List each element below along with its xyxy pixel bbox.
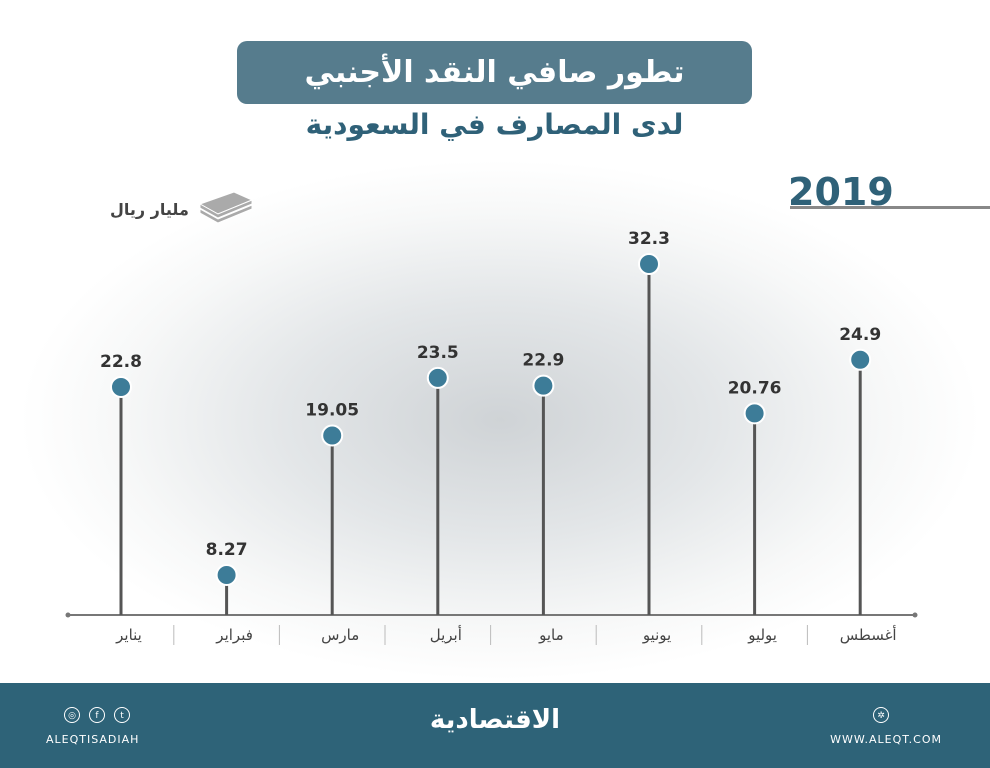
- axis-end-dot: [912, 612, 918, 618]
- data-label: 32.3: [628, 229, 670, 249]
- logo: الاقتصادية: [429, 705, 561, 735]
- x-tick-label: يونيو: [642, 626, 671, 644]
- data-label: 20.76: [728, 378, 782, 398]
- twitter-icon[interactable]: t: [114, 707, 130, 723]
- data-point: [532, 374, 555, 397]
- data-label: 24.9: [839, 325, 881, 345]
- social-handle[interactable]: ALEQTISADIAH: [46, 733, 140, 746]
- facebook-icon[interactable]: f: [89, 707, 105, 723]
- data-point: [426, 366, 449, 389]
- year-underline: [790, 206, 990, 209]
- chart-subtitle: لدى المصارف في السعودية: [305, 108, 684, 141]
- chart-title: تطور صافي النقد الأجنبي: [237, 41, 752, 104]
- website-link[interactable]: WWW.ALEQT.COM: [830, 733, 942, 746]
- x-tick-label: مايو: [538, 626, 564, 644]
- axis-end-dot: [65, 612, 71, 618]
- x-tick-label: أغسطس: [840, 625, 897, 644]
- data-label: 23.5: [417, 343, 459, 363]
- x-tick-label: أبريل: [430, 625, 462, 644]
- x-tick-label: يوليو: [747, 626, 777, 644]
- chart: 22.8 يناير 8.27 فبراير 19.05 مارس 23.5 أبريل 22.…: [65, 229, 918, 645]
- x-tick-label: فبراير: [215, 626, 253, 644]
- x-tick-label: يناير: [115, 626, 142, 644]
- data-point: [215, 563, 238, 586]
- data-point: [110, 375, 132, 398]
- data-point: [321, 424, 344, 447]
- data-point: [849, 348, 872, 371]
- money-stack-icon: [198, 191, 254, 224]
- background-photo: [0, 0, 990, 680]
- data-label: 22.9: [522, 351, 564, 371]
- data-label: 19.05: [305, 400, 359, 420]
- unit-label: مليار ريال: [110, 200, 189, 219]
- data-point: [743, 402, 766, 425]
- data-point: [638, 253, 660, 276]
- data-label: 22.8: [100, 352, 142, 372]
- x-tick-label: مارس: [321, 626, 359, 644]
- data-label: 8.27: [206, 540, 248, 560]
- instagram-icon[interactable]: ◎: [64, 707, 80, 723]
- footer: ◎ f t ALEQTISADIAH الاقتصادية ✲ WWW.ALEQ…: [0, 683, 990, 768]
- globe-icon[interactable]: ✲: [873, 707, 889, 723]
